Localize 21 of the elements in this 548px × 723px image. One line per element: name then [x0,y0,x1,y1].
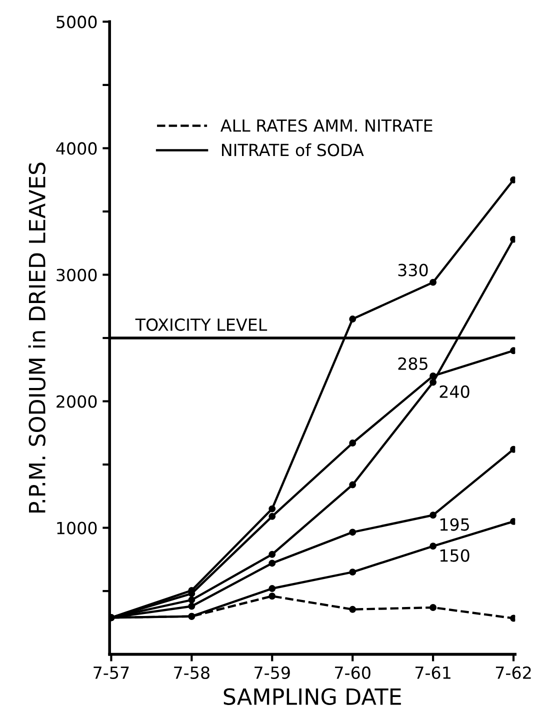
series-label: 330 [398,264,428,276]
y-tick-label: 1000 [57,522,97,534]
y-axis-title: P.P.M. SODIUM in DRIED LEAVES [28,162,46,512]
x-tick-label: 7-59 [254,666,290,680]
x-axis-title: SAMPLING DATE [224,688,401,706]
annotation: ALL RATES AMM. NITRATE [220,119,432,132]
x-tick-label: 7-60 [335,666,370,680]
x-tick-label: 7-61 [416,666,450,680]
y-tick-label: 2000 [56,395,97,408]
series-label: 150 [440,549,470,562]
series-label: 240 [440,385,470,398]
x-tick-label: 7-57 [94,666,129,680]
series-label: 285 [398,357,428,370]
y-tick-label: 3000 [56,268,97,282]
x-tick-label: 7-58 [174,666,210,680]
annotation: NITRATE of SODA [222,143,364,156]
y-tick-label: 5000 [56,16,97,28]
ref-line-label: TOXICITY LEVEL [135,318,268,331]
series-label: 195 [440,518,469,531]
x-tick-label: 7-62 [496,666,531,680]
y-tick-label: 4000 [56,142,97,155]
